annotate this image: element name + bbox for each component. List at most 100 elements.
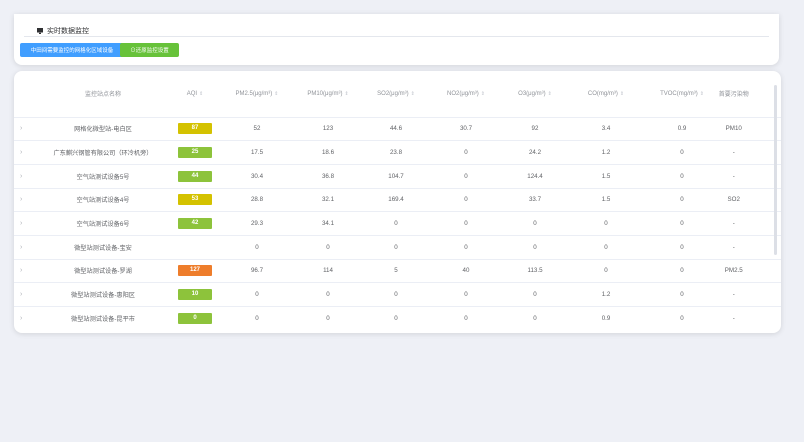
select-devices-button[interactable]: 中田间需要监控的网格化区域设备 <box>20 43 124 57</box>
station-name-cell: 微型站测试设备-惠阳区 <box>38 282 168 307</box>
sort-icon[interactable]: ⇕ <box>480 90 485 97</box>
so2-cell: 5 <box>364 259 428 284</box>
column-header-label: O3(μg/m³) <box>518 90 546 97</box>
co-cell: 3.4 <box>566 117 646 142</box>
table-row[interactable]: › 微型站测试设备-昆平市 0 0 0 0 0 0 0.9 0 - <box>14 307 781 331</box>
tvoc-cell: 0.9 <box>646 117 718 142</box>
restore-settings-button[interactable]: ⊙还原监控设置 <box>120 43 179 57</box>
table-row[interactable]: › 网格化微型站-电白区 87 52 123 44.6 30.7 92 3.4 0.9 PM10 <box>14 117 781 142</box>
page-title: 实时数据监控 <box>47 28 89 35</box>
column-header[interactable]: PM10(μg/m³) ⇕ <box>292 71 364 118</box>
tvoc-cell: 0 <box>646 259 718 284</box>
o3-cell: 24.2 <box>504 140 566 165</box>
primary-cell: PM10 <box>718 117 750 142</box>
expand-chevron-icon[interactable]: › <box>14 282 38 307</box>
column-header[interactable]: SO2(μg/m³) ⇕ <box>364 71 428 118</box>
no2-cell: 40 <box>428 259 504 284</box>
expand-chevron-icon[interactable]: › <box>14 188 38 213</box>
primary-cell: - <box>718 164 750 189</box>
column-header[interactable]: CO(mg/m³) ⇕ <box>566 71 646 118</box>
column-header[interactable]: TVOC(mg/m³) ⇕ <box>646 71 718 118</box>
aqi-badge: 53 <box>178 194 212 206</box>
tvoc-cell: 0 <box>646 140 718 165</box>
table-row[interactable]: › 微型站测试设备-惠阳区 10 0 0 0 0 0 1.2 0- <box>14 282 781 307</box>
primary-cell: SO2 <box>718 188 750 213</box>
so2-cell: 104.7 <box>364 164 428 189</box>
pm25-cell: 29.3 <box>222 211 292 236</box>
pm25-cell: 52 <box>222 117 292 142</box>
aqi-badge: 10 <box>178 289 212 301</box>
no2-cell: 0 <box>428 140 504 165</box>
column-header-label: TVOC(mg/m³) <box>660 90 698 97</box>
column-header-label: 首要污染物 <box>718 92 749 99</box>
header-panel: 实时数据监控 中田间需要监控的网格化区域设备 ⊙还原监控设置 <box>14 14 779 65</box>
column-header-label: CO(mg/m³) <box>587 90 618 97</box>
pm25-cell: 0 <box>255 315 259 323</box>
expand-chevron-icon[interactable]: › <box>14 117 38 142</box>
monitor-table: 监控站点名称 AQI ⇕ PM2.5(μg/m³) ⇕ PM10(μg/m³) ⇕ SO2(μ… <box>14 71 781 330</box>
column-header: 监控站点名称 <box>38 71 168 118</box>
no2-cell: 0 <box>428 211 504 236</box>
tvoc-cell: 0 <box>680 315 684 323</box>
sort-icon[interactable]: ⇕ <box>547 90 552 97</box>
pm25-cell: 0 <box>222 235 292 260</box>
expand-chevron-icon[interactable]: › <box>14 235 38 260</box>
pm10-cell: 114 <box>292 259 364 284</box>
primary-cell: - <box>718 140 750 165</box>
station-name-cell: 微型站测试设备-昆平市 <box>71 316 135 324</box>
sort-icon[interactable]: ⇕ <box>619 90 625 97</box>
column-header-label: AQI <box>186 90 198 97</box>
aqi-cell: 25 <box>168 140 222 165</box>
o3-cell: 0 <box>504 282 566 307</box>
table-row[interactable]: › 微型站测试设备-罗湖 127 96.7 114 5 40 113.5 0 0 PM2.5 <box>14 259 781 284</box>
expand-chevron-icon[interactable]: › <box>20 315 23 323</box>
o3-cell: 0 <box>504 235 566 260</box>
spacer-cell <box>749 282 781 307</box>
co-cell: 0 <box>566 211 646 236</box>
station-name-cell: 空气站测试设备5号 <box>38 164 168 189</box>
column-header[interactable]: AQI ⇕ <box>168 71 222 118</box>
so2-cell: 169.4 <box>364 188 428 213</box>
aqi-cell: 53 <box>168 188 222 213</box>
column-header[interactable]: NO2(μg/m³) ⇕ <box>428 71 504 118</box>
so2-cell: 0 <box>394 315 398 323</box>
aqi-badge: 42 <box>178 218 212 230</box>
expand-chevron-icon[interactable]: › <box>14 140 38 165</box>
co-cell: 1.2 <box>566 140 646 165</box>
column-header-label: SO2(μg/m³) <box>377 90 409 97</box>
column-header[interactable]: O3(μg/m³) ⇕ <box>504 71 566 118</box>
o3-cell: 0 <box>504 211 566 236</box>
table-row[interactable]: › 微型站测试设备-宝安 0 0 0 0 0 0 0- <box>14 235 781 260</box>
sort-icon[interactable]: ⇕ <box>344 90 349 97</box>
table-row[interactable]: › 空气站测试设备5号 44 30.4 36.8 104.7 0 124.4 1.5 0- <box>14 164 781 189</box>
o3-cell: 92 <box>504 117 566 142</box>
pm25-cell: 17.5 <box>222 140 292 165</box>
pm25-cell: 30.4 <box>222 164 292 189</box>
no2-cell: 0 <box>428 235 504 260</box>
sort-icon[interactable]: ⇕ <box>699 90 704 97</box>
sort-icon[interactable]: ⇕ <box>199 90 204 97</box>
o3-cell: 113.5 <box>504 259 566 284</box>
column-header-label: PM10(μg/m³) <box>307 90 343 97</box>
pm10-cell: 32.1 <box>292 188 364 213</box>
table-row[interactable]: › 空气站测试设备6号 42 29.3 34.1 0 0 0 0 0- <box>14 211 781 236</box>
aqi-cell: 44 <box>168 164 222 189</box>
table-body: › 网格化微型站-电白区 87 52 123 44.6 30.7 92 3.4 0.9 PM10 › 广… <box>14 117 781 330</box>
co-cell: 1.2 <box>566 282 646 307</box>
station-name-cell: 网格化微型站-电白区 <box>38 117 168 142</box>
scrollbar[interactable] <box>774 85 777 255</box>
expand-chevron-icon[interactable]: › <box>14 259 38 284</box>
table-row[interactable]: › 广东麒兴钢管有限公司（环冷机旁） 25 17.5 18.6 23.8 0 24.2 1.2 0… <box>14 140 781 165</box>
sort-icon[interactable]: ⇕ <box>274 90 279 97</box>
column-header[interactable]: PM2.5(μg/m³) ⇕ <box>222 71 292 118</box>
no2-cell: 0 <box>428 282 504 307</box>
expand-chevron-icon[interactable]: › <box>14 211 38 236</box>
monitor-table-panel: 监控站点名称 AQI ⇕ PM2.5(μg/m³) ⇕ PM10(μg/m³) ⇕ SO2(μ… <box>14 71 781 333</box>
column-header-label: 监控站点名称 <box>84 92 121 99</box>
aqi-badge: 25 <box>178 147 212 159</box>
sort-icon[interactable]: ⇕ <box>410 90 415 97</box>
aqi-cell: 10 <box>168 282 222 307</box>
co-cell: 0 <box>566 235 646 260</box>
expand-chevron-icon[interactable]: › <box>14 164 38 189</box>
table-row[interactable]: › 空气站测试设备4号 53 28.8 32.1 169.4 0 33.7 1.5 0 SO2 <box>14 188 781 213</box>
